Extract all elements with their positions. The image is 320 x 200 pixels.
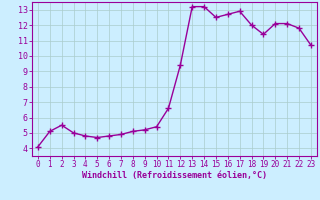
- X-axis label: Windchill (Refroidissement éolien,°C): Windchill (Refroidissement éolien,°C): [82, 171, 267, 180]
